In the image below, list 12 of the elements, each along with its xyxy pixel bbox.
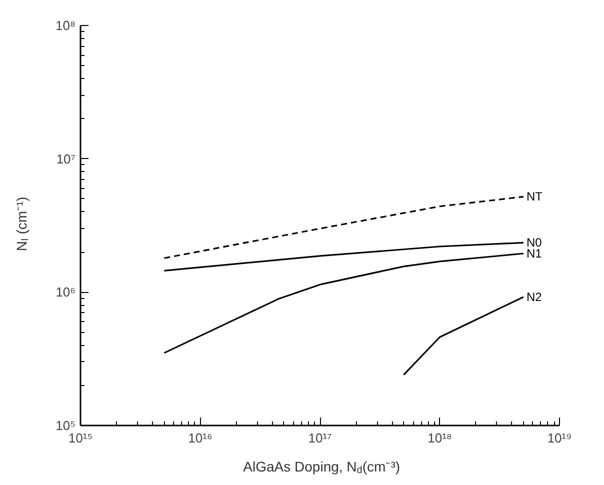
x-tick-label: 10¹⁵ xyxy=(68,430,93,446)
x-tick-label: 10¹⁸ xyxy=(428,430,452,446)
series-label: NT xyxy=(526,190,544,204)
y-tick-label: 10⁵ xyxy=(56,418,76,433)
y-tick-label: 10⁷ xyxy=(56,151,76,166)
x-tick-label: 10¹⁹ xyxy=(547,430,572,446)
y-tick-label: 10⁸ xyxy=(56,18,76,33)
x-tick-label: 10¹⁶ xyxy=(188,430,212,446)
y-axis-title: NI (cm⁻¹) xyxy=(14,196,31,252)
x-tick-label: 10¹⁷ xyxy=(308,430,332,446)
y-tick-label: 10⁶ xyxy=(56,284,76,300)
series-label: N2 xyxy=(526,290,542,304)
